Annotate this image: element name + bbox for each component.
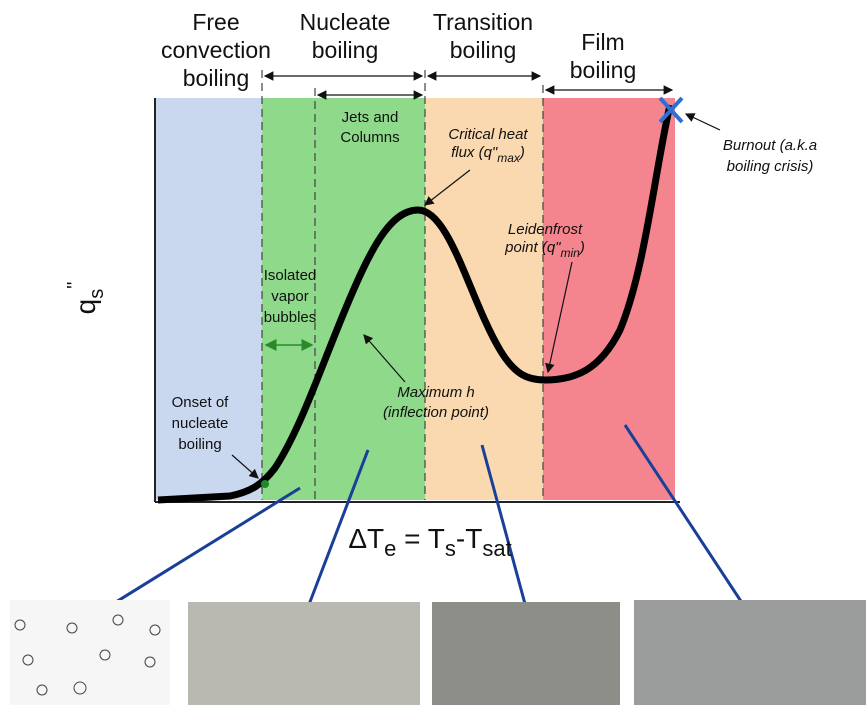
label-line: boiling	[450, 37, 517, 63]
label-line: Maximum h	[397, 384, 475, 401]
label-line: boiling	[312, 37, 379, 63]
label-line: Film	[581, 29, 624, 55]
label-line: bubbles	[264, 309, 317, 326]
label-line: Transition	[433, 9, 533, 35]
label-line: boiling	[570, 57, 637, 83]
y-axis-label: qs"	[64, 282, 108, 315]
label-line: vapor	[271, 288, 309, 305]
label-line: Jets and	[342, 109, 399, 126]
leidenfrost-line1: Leidenfrost	[508, 221, 583, 238]
photo-nucleate	[188, 602, 420, 705]
label-line: boiling crisis)	[727, 158, 814, 175]
label-line: convection	[161, 37, 271, 63]
label-line: Burnout (a.k.a	[723, 137, 817, 154]
label-line: Columns	[340, 129, 399, 146]
label-line: Nucleate	[300, 9, 391, 35]
photos	[10, 600, 866, 705]
regions	[155, 98, 675, 500]
onset-point	[261, 480, 269, 488]
region-film	[543, 98, 675, 500]
label-line: (inflection point)	[383, 404, 489, 421]
photo-film	[634, 600, 866, 705]
label-line: Isolated	[264, 267, 317, 284]
photo-transition	[432, 602, 620, 705]
chf-line1: Critical heat	[448, 126, 528, 143]
label-line: Free	[192, 9, 239, 35]
boiling-curve-diagram: FreeconvectionboilingNucleateboilingTran…	[0, 0, 866, 705]
x-axis-label: ΔTe = Ts-Tsat	[348, 523, 511, 561]
label-line: Onset of	[172, 394, 230, 411]
photo-free	[10, 600, 170, 705]
label-line: nucleate	[172, 415, 229, 432]
label-line: boiling	[183, 65, 250, 91]
label-line: boiling	[178, 436, 221, 453]
